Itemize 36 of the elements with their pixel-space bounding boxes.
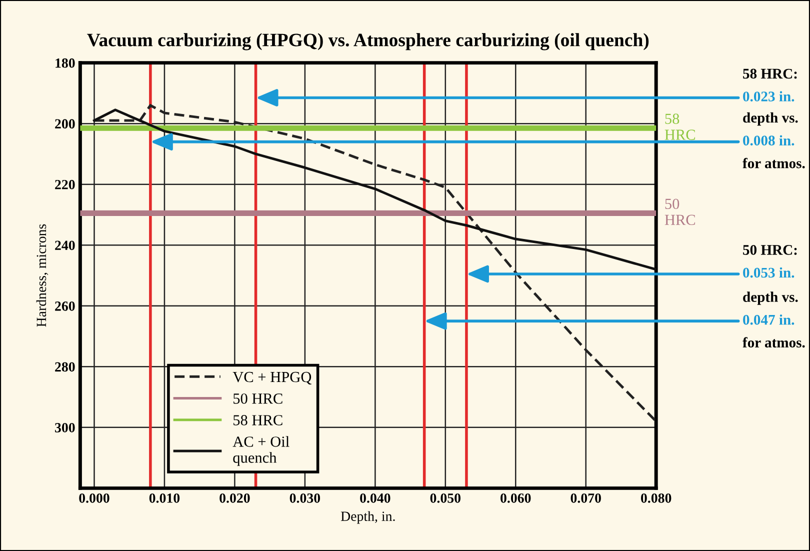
annotation: 0.053 in. [743, 267, 794, 278]
annotation: 50 HRC [664, 198, 696, 226]
y-axis-title: Hardness, microns [36, 224, 48, 327]
annotation: 0.008 in. [743, 135, 794, 146]
y-tick-label: 240 [55, 240, 75, 250]
x-tick-label: 0.030 [290, 493, 320, 503]
legend-label: 50 HRC [234, 393, 282, 404]
annotation: 58 HRC [664, 114, 696, 140]
text: for atmos. [742, 337, 805, 348]
x-tick-label: 0.080 [641, 493, 672, 503]
text: depth vs. [743, 112, 798, 126]
annotation: 0.023 in. [743, 91, 794, 102]
text: depth vs. [743, 292, 798, 305]
y-tick-label: 280 [55, 362, 75, 372]
x-tick-label: 0.050 [430, 493, 460, 503]
legend-label: VC + HPGQ [232, 372, 312, 385]
line-series [92, 108, 656, 271]
y-tick-label: 260 [55, 301, 75, 311]
legend-label: AC + Oil quench [232, 436, 290, 466]
x-tick-label: 0.020 [220, 493, 250, 503]
x-tick-label: 0.060 [500, 493, 531, 503]
text: for atmos. [742, 158, 805, 168]
chart-title: Vacuum carburizing (HPGQ) vs. Atmosphere carburizing (oil quench) [87, 33, 649, 50]
x-tick-label: 0.000 [79, 493, 110, 503]
x-tick-label: 0.040 [360, 493, 390, 503]
x-tick-label: 0.010 [149, 493, 180, 503]
text: 58 HRC: [743, 68, 797, 79]
y-tick-label: 180 [56, 58, 75, 68]
y-tick-label: 300 [55, 423, 75, 432]
y-tick-label: 220 [55, 180, 75, 190]
x-axis-title: Depth, in. [340, 511, 395, 524]
text: 50 HRC: [743, 245, 797, 255]
y-tick-label: 200 [55, 119, 75, 129]
annotation: 0.047 in. [743, 314, 794, 325]
legend-label: 58 HRC [234, 415, 282, 426]
x-tick-label: 0.070 [570, 493, 601, 503]
